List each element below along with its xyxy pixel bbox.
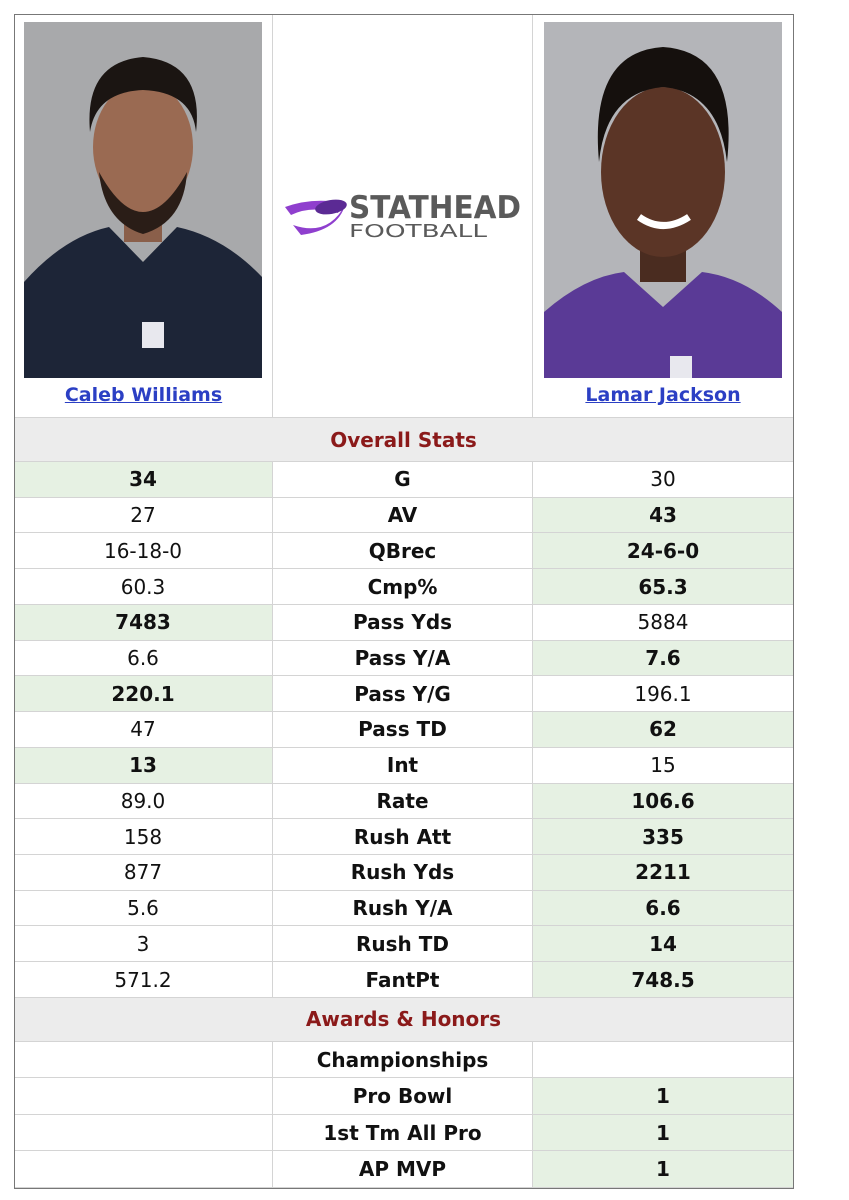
value-cell: 748.5 [533, 962, 793, 998]
value-cell [14, 1041, 273, 1079]
value-cell: 62 [533, 712, 793, 748]
section-header: Awards & Honors [14, 997, 793, 1042]
value-cell: 24-6-0 [533, 533, 793, 570]
value-cell: 16-18-0 [14, 533, 273, 570]
logo: STATHEAD FOOTBALL [285, 190, 521, 242]
value-cell: 6.6 [14, 640, 273, 677]
value-cell: 7483 [14, 604, 273, 641]
value-cell: 27 [14, 497, 273, 534]
value-cell: 158 [14, 819, 273, 856]
stat-label: Pass Yds [273, 604, 533, 641]
value-cell: 34 [14, 462, 273, 498]
value-cell: 196.1 [533, 676, 793, 713]
logo-title: STATHEAD [349, 190, 521, 226]
value-cell: 65.3 [533, 569, 793, 605]
stat-label: 1st Tm All Pro [273, 1114, 533, 1152]
stat-label: Pass Y/A [273, 640, 533, 677]
player-photo [544, 22, 782, 378]
header-cell [533, 14, 793, 418]
stat-label: Rate [273, 783, 533, 820]
value-cell: 15 [533, 748, 793, 784]
player-photo [24, 22, 262, 378]
stat-label: QBrec [273, 533, 533, 570]
stat-label: FantPt [273, 962, 533, 998]
stat-label: Rush Yds [273, 855, 533, 891]
value-cell: 6.6 [533, 890, 793, 927]
value-cell: 220.1 [14, 676, 273, 713]
value-cell: 30 [533, 462, 793, 498]
stat-label: Pro Bowl [273, 1078, 533, 1115]
value-cell: 47 [14, 712, 273, 748]
stat-label: Rush TD [273, 926, 533, 963]
value-cell: 106.6 [533, 783, 793, 820]
stat-label: Championships [273, 1041, 533, 1079]
value-cell: 13 [14, 747, 273, 784]
stat-label: Cmp% [273, 569, 533, 605]
logo-subtitle: FOOTBALL [349, 221, 487, 242]
stat-label: Int [273, 747, 533, 784]
stat-label: AV [273, 497, 533, 534]
value-cell: 89.0 [14, 783, 273, 820]
value-cell: 60.3 [14, 569, 273, 605]
stat-label: Rush Att [273, 819, 533, 856]
header-cell [273, 14, 533, 418]
stat-label: Pass Y/G [273, 676, 533, 713]
header-cell [14, 14, 273, 418]
value-cell [14, 1078, 273, 1115]
value-cell: 7.6 [533, 640, 793, 677]
value-cell [14, 1151, 273, 1188]
value-cell: 877 [14, 855, 273, 891]
stat-label: Pass TD [273, 712, 533, 748]
stat-label: Rush Y/A [273, 890, 533, 927]
player-link[interactable]: Lamar Jackson [585, 384, 741, 406]
value-cell: 14 [533, 926, 793, 963]
value-cell: 2211 [533, 855, 793, 891]
value-cell: 335 [533, 819, 793, 856]
value-cell: 43 [533, 497, 793, 534]
value-cell: 1 [533, 1078, 793, 1115]
value-cell: 1 [533, 1114, 793, 1152]
stat-label: AP MVP [273, 1151, 533, 1188]
value-cell [14, 1114, 273, 1152]
value-cell: 5.6 [14, 890, 273, 927]
value-cell: 1 [533, 1151, 793, 1188]
section-header: Overall Stats [14, 418, 793, 462]
stat-label: G [273, 462, 533, 498]
value-cell: 5884 [533, 605, 793, 641]
value-cell [533, 1042, 793, 1079]
value-cell: 3 [14, 926, 273, 963]
player-link[interactable]: Caleb Williams [64, 384, 223, 406]
value-cell: 571.2 [14, 962, 273, 998]
